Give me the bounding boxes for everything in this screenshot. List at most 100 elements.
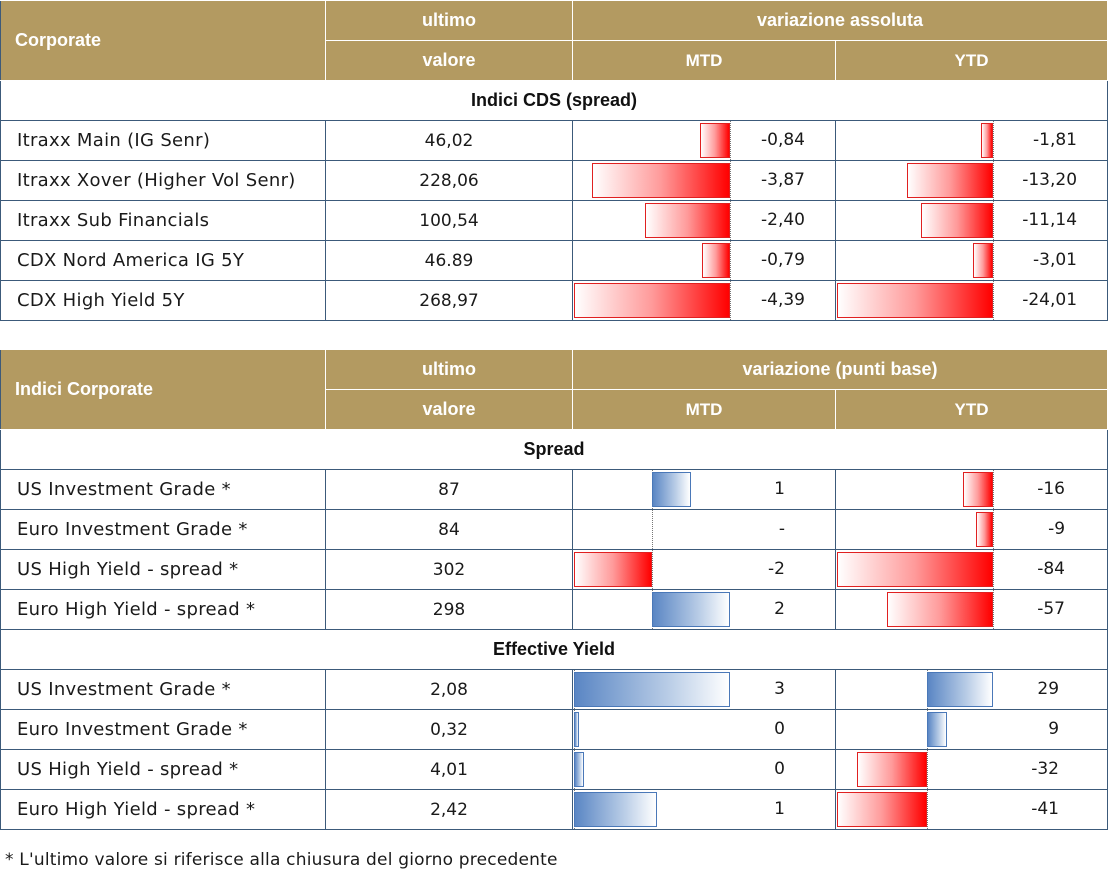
zero-axis	[730, 121, 731, 160]
change-value: -16	[1037, 479, 1066, 499]
table-row: CDX Nord America IG 5Y 46.89 -0,79 -3,01	[0, 240, 1108, 281]
zero-axis	[993, 241, 994, 280]
change-value: 3	[774, 679, 785, 699]
change-value: -2,40	[761, 210, 805, 230]
change-cell: -16	[834, 469, 1108, 510]
header-ytd: YTD	[834, 40, 1108, 81]
change-cell: 1	[572, 469, 836, 510]
change-value: -57	[1037, 599, 1066, 619]
change-cell: -57	[834, 589, 1108, 630]
change-bar	[837, 283, 993, 318]
change-bar	[574, 552, 652, 587]
change-cell: -	[572, 509, 836, 550]
table-row: Euro High Yield - spread * 298 2 -57	[0, 589, 1108, 630]
change-bar	[927, 712, 948, 747]
header-last-value-line1: ultimo	[325, 349, 573, 390]
change-value: -1,81	[1033, 130, 1078, 150]
change-cell: -2,40	[572, 200, 836, 241]
change-cell: -4,39	[572, 280, 836, 321]
change-value: -4,39	[761, 290, 805, 310]
index-name: CDX High Yield 5Y	[0, 280, 326, 321]
change-bar	[574, 672, 730, 707]
header-corner: Indici Corporate	[0, 349, 326, 430]
change-value: -9	[1048, 519, 1066, 539]
zero-axis	[730, 201, 731, 240]
section-title: Indici CDS (spread)	[0, 80, 1108, 121]
change-bar	[837, 792, 927, 827]
header-last-value-line1: ultimo	[325, 0, 573, 41]
index-name: Itraxx Xover (Higher Vol Senr)	[0, 160, 326, 201]
change-value: -41	[1031, 799, 1060, 819]
index-name: US High Yield - spread *	[0, 749, 326, 790]
change-cell: -0,84	[572, 120, 836, 161]
zero-axis	[993, 161, 994, 200]
index-name: Euro Investment Grade *	[0, 509, 326, 550]
last-value: 4,01	[325, 749, 573, 790]
index-name: US Investment Grade *	[0, 669, 326, 710]
zero-axis	[993, 121, 994, 160]
change-bar	[592, 163, 730, 198]
index-name: Itraxx Sub Financials	[0, 200, 326, 241]
section-title: Spread	[0, 429, 1108, 470]
zero-axis	[993, 201, 994, 240]
index-name: CDX Nord America IG 5Y	[0, 240, 326, 281]
last-value: 84	[325, 509, 573, 550]
section-row: Effective Yield	[0, 629, 1108, 670]
change-value: -3,87	[761, 170, 805, 190]
change-cell: 0	[572, 749, 836, 790]
last-value: 268,97	[325, 280, 573, 321]
section-title: Effective Yield	[0, 629, 1108, 670]
change-cell: -41	[834, 789, 1108, 830]
last-value: 228,06	[325, 160, 573, 201]
table-row: Itraxx Main (IG Senr) 46,02 -0,84 -1,81	[0, 120, 1108, 161]
corporate-index-table: Indici Corporate ultimo variazione (punt…	[0, 349, 1108, 830]
change-cell: -0,79	[572, 240, 836, 281]
change-cell: -9	[834, 509, 1108, 550]
cds-table: Corporate ultimo variazione assoluta val…	[0, 0, 1108, 321]
change-value: 0	[774, 759, 785, 779]
change-value: 0	[774, 719, 785, 739]
zero-axis	[993, 470, 994, 509]
last-value: 2,42	[325, 789, 573, 830]
last-value: 0,32	[325, 709, 573, 750]
table-row: Itraxx Sub Financials 100,54 -2,40 -11,14	[0, 200, 1108, 241]
footnote: * L'ultimo valore si riferisce alla chiu…	[5, 850, 558, 870]
change-value: -3,01	[1033, 250, 1078, 270]
last-value: 298	[325, 589, 573, 630]
change-cell: 2	[572, 589, 836, 630]
change-value: -0,84	[761, 130, 805, 150]
last-value: 302	[325, 549, 573, 590]
index-name: US High Yield - spread *	[0, 549, 326, 590]
last-value: 46,02	[325, 120, 573, 161]
change-cell: -1,81	[834, 120, 1108, 161]
header-change-group: variazione assoluta	[571, 0, 1108, 41]
index-name: Euro High Yield - spread *	[0, 589, 326, 630]
change-bar	[927, 672, 993, 707]
change-bar	[981, 123, 993, 158]
change-bar	[644, 203, 730, 238]
zero-axis	[927, 790, 928, 829]
table-row: Euro High Yield - spread * 2,42 1 -41	[0, 789, 1108, 830]
header-last-value-line2: valore	[325, 40, 573, 81]
change-cell: 3	[572, 669, 836, 710]
header-ytd: YTD	[834, 389, 1108, 430]
change-cell: -84	[834, 549, 1108, 590]
change-cell: -24,01	[834, 280, 1108, 321]
change-value: -11,14	[1022, 210, 1078, 230]
change-bar	[887, 592, 993, 627]
table-row: US Investment Grade * 2,08 3 29	[0, 669, 1108, 710]
change-cell: -2	[572, 549, 836, 590]
change-cell: -3,01	[834, 240, 1108, 281]
header-change-group: variazione (punti base)	[571, 349, 1108, 390]
table-row: Euro Investment Grade * 0,32 0 9	[0, 709, 1108, 750]
table-row: Itraxx Xover (Higher Vol Senr) 228,06 -3,8…	[0, 160, 1108, 201]
zero-axis	[993, 281, 994, 320]
change-bar	[856, 752, 927, 787]
table-row: US Investment Grade * 87 1 -16	[0, 469, 1108, 510]
change-cell: 0	[572, 709, 836, 750]
last-value: 100,54	[325, 200, 573, 241]
change-cell: -3,87	[572, 160, 836, 201]
change-cell: -11,14	[834, 200, 1108, 241]
index-name: Itraxx Main (IG Senr)	[0, 120, 326, 161]
index-name: US Investment Grade *	[0, 469, 326, 510]
